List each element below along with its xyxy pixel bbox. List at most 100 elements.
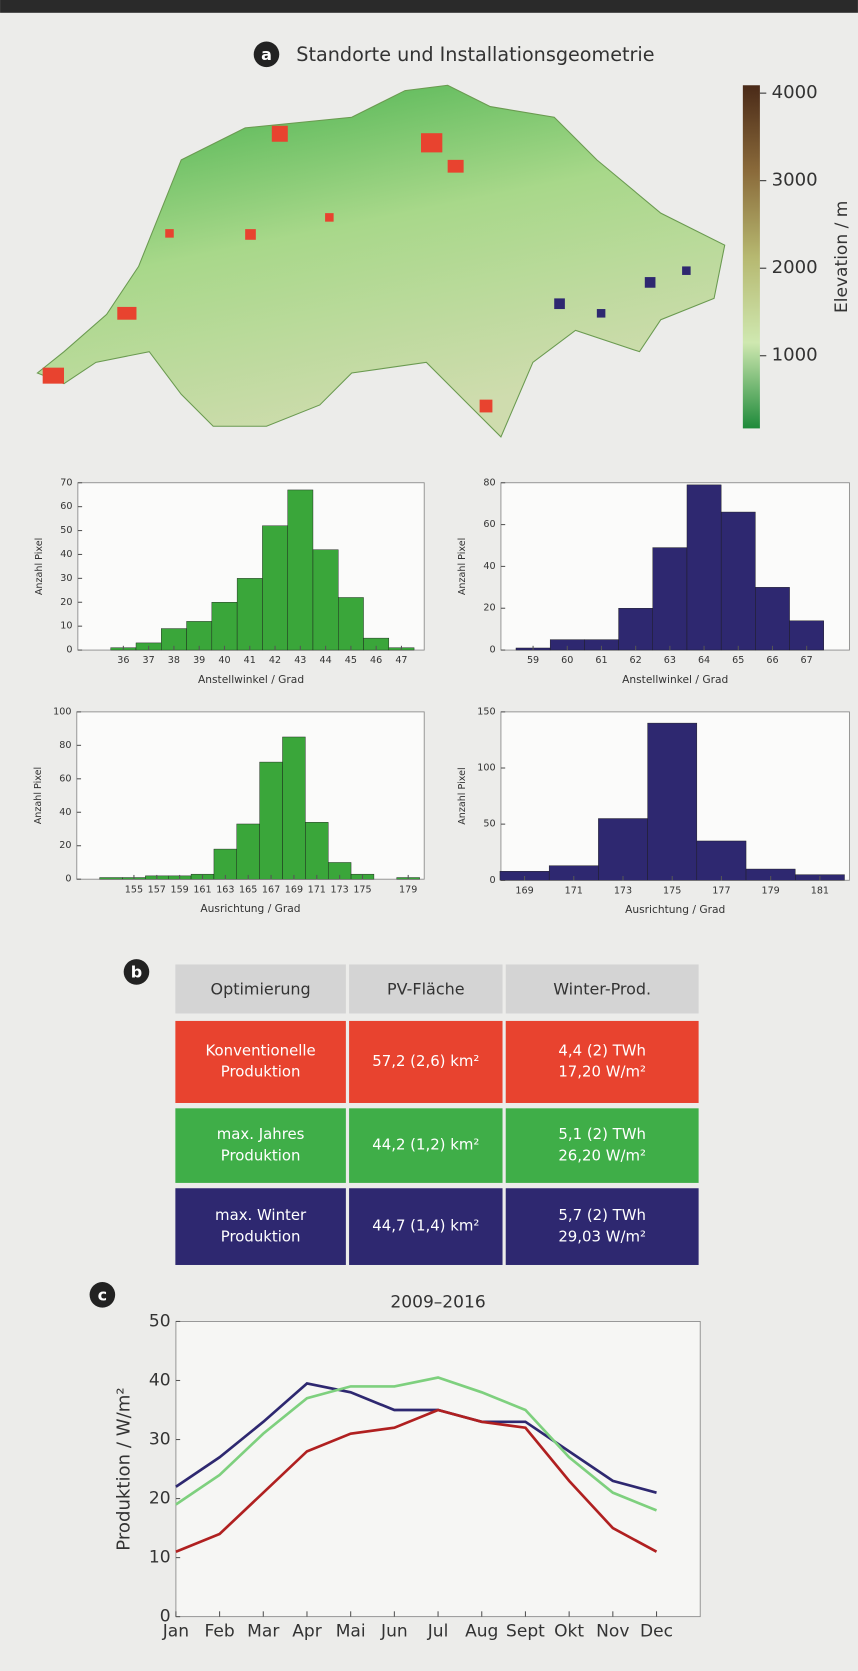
bar — [647, 722, 698, 881]
y-tick-label: 40 — [60, 549, 72, 560]
table-cell-text: 5,1 (2) TWh — [558, 1125, 646, 1143]
label-badge — [253, 41, 280, 68]
y-tick-label: 60 — [59, 773, 71, 784]
table-header-cell — [175, 964, 346, 1014]
bar — [186, 621, 213, 651]
x-tick-label: Okt — [554, 1622, 584, 1642]
x-tick-label: 177 — [712, 885, 730, 896]
x-tick-label: 171 — [308, 884, 326, 895]
x-tick-label: 42 — [269, 655, 281, 666]
y-tick-label: 20 — [59, 840, 71, 851]
x-tick-label: 59 — [527, 655, 539, 666]
x-tick-label: 60 — [561, 655, 573, 666]
table-cell — [175, 1108, 346, 1183]
table-cell-text: max. Winter — [215, 1206, 307, 1224]
table-cell-text: 29,03 W/m² — [558, 1227, 646, 1245]
y-tick-label: 50 — [483, 819, 495, 830]
x-tick-label: 165 — [239, 884, 257, 895]
panel-label: b — [131, 962, 142, 981]
x-tick-label: 159 — [170, 884, 188, 895]
map-shape — [36, 84, 726, 438]
bar — [312, 549, 339, 651]
y-tick-label: 80 — [483, 477, 495, 488]
y-tick-label: 100 — [53, 706, 71, 717]
table-cell-text: max. Jahres — [217, 1125, 305, 1143]
bar — [236, 578, 263, 651]
table-header-text: Optimierung — [211, 980, 311, 999]
bar — [99, 877, 123, 880]
y-tick-label: 10 — [149, 1548, 171, 1568]
y-tick-label: 40 — [149, 1370, 171, 1390]
table-cell-text: Produktion — [221, 1227, 301, 1245]
table-cell-text: 4,4 (2) TWh — [558, 1041, 646, 1059]
x-tick-label: Jun — [380, 1622, 408, 1642]
table-cell-text: 57,2 (2,6) km² — [372, 1052, 479, 1070]
label-badge — [89, 1282, 116, 1308]
x-tick-label: 46 — [370, 655, 382, 666]
table-cell — [175, 1020, 346, 1103]
y-tick-label: 0 — [65, 874, 71, 885]
table-cell-text: 44,7 (1,4) km² — [372, 1217, 479, 1235]
x-tick-label: 63 — [664, 655, 676, 666]
y-tick-label: 60 — [60, 501, 72, 512]
x-tick-label: 65 — [732, 655, 744, 666]
x-tick-label: 155 — [125, 884, 143, 895]
table-cell — [175, 1188, 346, 1265]
y-tick-label: 20 — [149, 1489, 171, 1509]
table-cell-text: Produktion — [221, 1063, 301, 1081]
x-tick-label: 64 — [698, 655, 710, 666]
x-tick-label: 66 — [766, 655, 778, 666]
x-tick-label: Aug — [465, 1622, 498, 1642]
bar — [211, 602, 238, 651]
x-tick-label: Nov — [596, 1622, 629, 1642]
x-tick-label: 175 — [663, 885, 681, 896]
x-axis-label: Anstellwinkel / Grad — [622, 673, 728, 686]
x-tick-label: Sept — [506, 1622, 545, 1642]
x-tick-label: 179 — [399, 884, 417, 895]
y-tick-label: 100 — [477, 763, 495, 774]
x-tick-label: 161 — [193, 884, 211, 895]
y-tick-label: 40 — [483, 561, 495, 572]
table-cell — [349, 1020, 503, 1103]
chart-title: 2009–2016 — [390, 1292, 485, 1312]
y-tick-label: 50 — [149, 1311, 171, 1331]
bar — [720, 511, 756, 651]
plot-frame — [175, 1321, 701, 1618]
x-tick-label: 181 — [811, 885, 829, 896]
y-tick-label: 10 — [60, 621, 72, 632]
x-tick-label: 169 — [515, 885, 533, 896]
colorbar-label: Elevation / m — [832, 201, 852, 313]
y-tick-label: 150 — [477, 706, 495, 717]
series-line — [175, 1376, 658, 1512]
y-tick-label: 40 — [59, 807, 71, 818]
x-axis-label: Ausrichtung / Grad — [625, 903, 725, 916]
map-sites — [42, 125, 493, 413]
x-tick-label: Mai — [336, 1622, 366, 1642]
y-axis-label: Anzahl Pixel — [33, 767, 44, 824]
x-tick-label: Mar — [247, 1622, 280, 1642]
x-tick-label: 41 — [244, 655, 256, 666]
y-tick-label: 0 — [160, 1607, 171, 1627]
x-tick-label: 67 — [801, 655, 813, 666]
y-tick-label: 0 — [66, 645, 72, 656]
x-tick-label: 173 — [330, 884, 348, 895]
x-tick-label: Jul — [427, 1622, 449, 1642]
x-tick-label: 36 — [117, 655, 129, 666]
panel-label: c — [98, 1285, 107, 1304]
x-tick-label: 47 — [395, 655, 407, 666]
x-tick-label: 169 — [285, 884, 303, 895]
table-cell-text: 17,20 W/m² — [558, 1063, 646, 1081]
y-tick-label: 30 — [60, 573, 72, 584]
bar — [282, 736, 306, 880]
y-axis-label: Anzahl Pixel — [457, 538, 468, 595]
bar — [262, 525, 288, 651]
map-winter-sites — [554, 266, 691, 318]
colorbar-tick-label: 2000 — [772, 257, 818, 278]
bar — [696, 840, 747, 881]
x-tick-label: 61 — [595, 655, 607, 666]
bar — [236, 823, 260, 880]
table-cell-text: 44,2 (1,2) km² — [372, 1136, 479, 1154]
bar — [755, 587, 790, 651]
bar — [652, 547, 688, 651]
